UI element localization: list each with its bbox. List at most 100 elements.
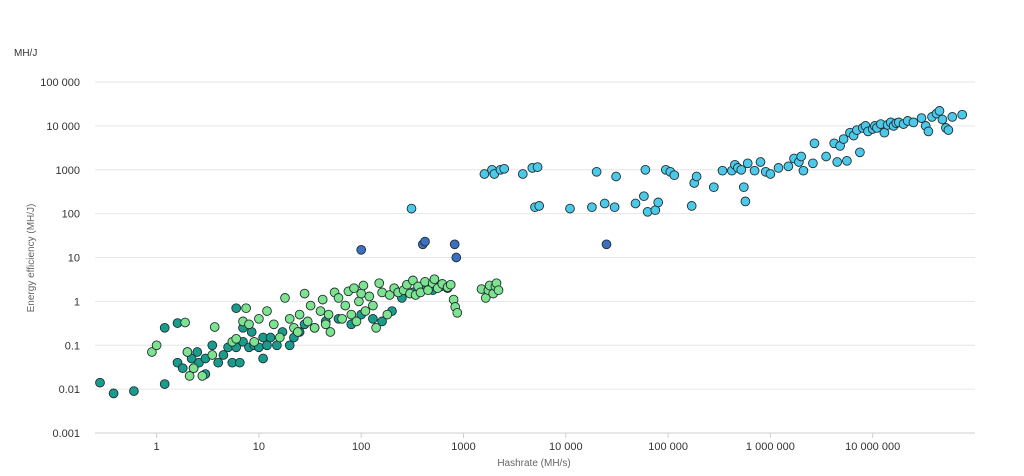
scatter-point[interactable] (325, 327, 336, 337)
scatter-point[interactable] (916, 113, 927, 123)
scatter-point[interactable] (374, 278, 385, 289)
scatter-point[interactable] (749, 165, 760, 176)
scatter-point[interactable] (934, 106, 945, 116)
scatter-point[interactable] (284, 340, 295, 351)
scatter-point[interactable] (159, 322, 170, 333)
scatter-point[interactable] (231, 333, 242, 344)
scatter-point[interactable] (838, 134, 849, 144)
scatter-point[interactable] (708, 182, 719, 193)
scatter-point[interactable] (451, 252, 462, 263)
scatter-point[interactable] (294, 309, 305, 320)
scatter-point[interactable] (340, 300, 351, 311)
scatter-point[interactable] (241, 303, 251, 314)
scatter-point[interactable] (855, 147, 865, 158)
scatter-point[interactable] (218, 350, 229, 360)
scatter-point[interactable] (284, 313, 295, 324)
scatter-point[interactable] (842, 155, 852, 166)
scatter-point[interactable] (368, 300, 378, 311)
scatter-point[interactable] (182, 347, 193, 357)
scatter-point[interactable] (177, 363, 188, 374)
scatter-point[interactable] (147, 347, 157, 357)
scatter-point[interactable] (429, 274, 440, 285)
scatter-point[interactable] (908, 117, 919, 128)
scatter-point[interactable] (268, 319, 279, 330)
scatter-point[interactable] (717, 165, 728, 176)
scatter-point[interactable] (821, 151, 831, 162)
scatter-point[interactable] (642, 206, 653, 217)
scatter-point[interactable] (669, 170, 680, 181)
scatter-point[interactable] (159, 379, 170, 389)
scatter-point[interactable] (280, 293, 290, 303)
scatter-point[interactable] (809, 138, 820, 149)
scatter-point[interactable] (937, 114, 948, 125)
scatter-point[interactable] (262, 340, 272, 351)
scatter-point[interactable] (360, 306, 371, 316)
scatter-point[interactable] (534, 201, 545, 211)
scatter-point[interactable] (323, 309, 334, 320)
scatter-point[interactable] (299, 288, 310, 299)
scatter-point[interactable] (923, 126, 934, 137)
scatter-point[interactable] (740, 196, 751, 207)
scatter-point[interactable] (305, 300, 316, 311)
scatter-point[interactable] (356, 288, 367, 299)
scatter-point[interactable] (493, 285, 504, 296)
scatter-point[interactable] (609, 202, 620, 213)
scatter-point[interactable] (129, 386, 139, 396)
scatter-point[interactable] (368, 313, 378, 324)
scatter-point[interactable] (371, 322, 381, 333)
scatter-point[interactable] (356, 244, 367, 255)
scatter-point[interactable] (249, 336, 260, 347)
scatter-point[interactable] (358, 280, 369, 291)
scatter-point[interactable] (742, 158, 753, 169)
scatter-point[interactable] (213, 357, 224, 368)
scatter-point[interactable] (258, 353, 268, 364)
scatter-point[interactable] (377, 316, 387, 327)
scatter-point[interactable] (587, 202, 597, 213)
scatter-point[interactable] (591, 166, 602, 177)
scatter-point[interactable] (691, 171, 702, 182)
scatter-point[interactable] (274, 332, 285, 343)
scatter-point[interactable] (349, 283, 359, 294)
scatter-point[interactable] (653, 197, 664, 208)
scatter-point[interactable] (736, 164, 747, 175)
scatter-point[interactable] (783, 161, 794, 172)
scatter-point[interactable] (207, 350, 218, 360)
scatter-point[interactable] (479, 169, 490, 179)
scatter-point[interactable] (207, 340, 218, 351)
scatter-point[interactable] (565, 203, 575, 214)
scatter-point[interactable] (188, 363, 199, 374)
scatter-point[interactable] (234, 357, 245, 368)
scatter-point[interactable] (333, 293, 344, 303)
scatter-point[interactable] (320, 319, 331, 330)
scatter-point[interactable] (445, 279, 456, 290)
scatter-point[interactable] (755, 157, 766, 167)
scatter-point[interactable] (209, 322, 220, 332)
scatter-point[interactable] (599, 198, 610, 209)
scatter-point[interactable] (420, 236, 430, 247)
scatter-point[interactable] (292, 327, 303, 337)
scatter-point[interactable] (452, 307, 463, 318)
scatter-point[interactable] (765, 169, 776, 179)
scatter-point[interactable] (254, 313, 264, 324)
scatter-point[interactable] (302, 316, 313, 327)
scatter-point[interactable] (773, 163, 784, 173)
scatter-point[interactable] (957, 109, 968, 120)
scatter-point[interactable] (798, 165, 809, 176)
scatter-point[interactable] (346, 309, 357, 320)
scatter-point[interactable] (630, 198, 641, 209)
scatter-point[interactable] (796, 151, 807, 162)
scatter-point[interactable] (351, 316, 362, 327)
scatter-point[interactable] (611, 171, 621, 182)
scatter-point[interactable] (315, 306, 326, 316)
scatter-point[interactable] (180, 317, 190, 328)
scatter-point[interactable] (184, 371, 195, 381)
scatter-point[interactable] (808, 158, 818, 169)
scatter-point[interactable] (449, 239, 460, 250)
scatter-point[interactable] (423, 285, 433, 296)
scatter-point[interactable] (262, 306, 272, 316)
scatter-point[interactable] (640, 164, 651, 175)
scatter-point[interactable] (95, 377, 105, 388)
scatter-point[interactable] (317, 294, 328, 305)
scatter-point[interactable] (406, 203, 417, 214)
scatter-point[interactable] (943, 125, 954, 135)
